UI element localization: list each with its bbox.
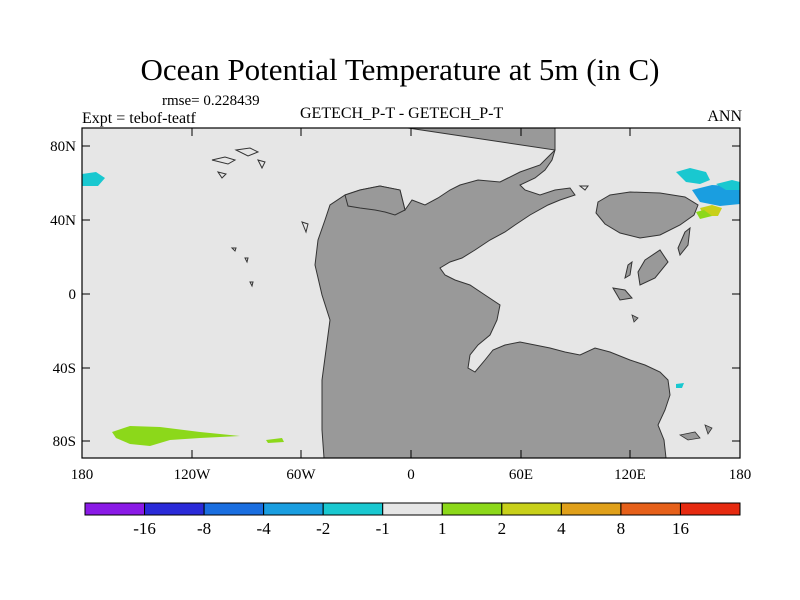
colorbar-box <box>84 502 146 516</box>
colorbar-label: -1 <box>376 519 390 538</box>
y-axis-ticks <box>82 145 740 442</box>
x-label-60w: 60W <box>286 467 316 483</box>
colorbar-box <box>322 502 384 516</box>
x-label-120e: 120E <box>614 467 646 483</box>
colorbar-label: 16 <box>672 519 689 538</box>
colorbar-labels: -16 -8 -4 -2 -1 1 2 4 8 16 <box>133 519 689 538</box>
y-label-80s: 80S <box>53 434 76 450</box>
y-label-0: 0 <box>69 287 77 303</box>
colorbar-label: -4 <box>257 519 272 538</box>
colorbar-box <box>144 502 205 516</box>
cyan-patch-ne <box>676 168 710 184</box>
east-island <box>595 191 699 239</box>
colorbar-box <box>560 502 622 516</box>
y-label-40s: 40S <box>53 361 76 377</box>
colorbar-label: 1 <box>438 519 447 538</box>
x-label-180e: 180 <box>729 467 752 483</box>
experiment-label: Expt = tebof-teatf <box>82 110 196 127</box>
cyan-speck-se <box>676 383 684 388</box>
x-label-180w: 180 <box>71 467 94 483</box>
green-speck-south <box>266 438 284 443</box>
colorbar-box <box>501 502 562 516</box>
se-islands <box>612 226 691 301</box>
cyan-patch-nw <box>82 172 105 186</box>
colorbar-label: 2 <box>498 519 507 538</box>
colorbar-box <box>382 502 443 516</box>
north-arm-landmass <box>344 185 406 216</box>
y-label-40n: 40N <box>50 213 76 229</box>
blue-patch-ne <box>692 185 740 206</box>
colorbar-label: -16 <box>133 519 156 538</box>
season-label: ANN <box>707 108 742 125</box>
colorbar-box <box>203 502 265 516</box>
subtitle-label: GETECH_P-T - GETECH_P-T <box>300 105 504 122</box>
colorbar-box <box>620 502 681 516</box>
x-axis-ticks <box>81 128 741 458</box>
x-label-60e: 60E <box>509 467 533 483</box>
colorbar-label: 8 <box>617 519 626 538</box>
colorbar-box <box>263 502 324 516</box>
x-label-120w: 120W <box>174 467 212 483</box>
colorbar-box <box>679 502 741 516</box>
green-patch-ne <box>696 210 712 219</box>
green-patch-south <box>112 426 240 446</box>
colorbar <box>84 502 741 516</box>
south-islets <box>631 314 713 441</box>
arctic-islets <box>211 147 589 288</box>
colorbar-label: -2 <box>316 519 330 538</box>
y-label-80n: 80N <box>50 139 76 155</box>
rmse-label: rmse= 0.228439 <box>162 93 260 109</box>
colorbar-box <box>441 502 503 516</box>
colorbar-label: 4 <box>557 519 566 538</box>
x-label-0: 0 <box>407 467 415 483</box>
cyan-patch-ne-2 <box>716 180 740 190</box>
plot-title: Ocean Potential Temperature at 5m (in C) <box>140 52 660 87</box>
colorbar-label: -8 <box>197 519 211 538</box>
